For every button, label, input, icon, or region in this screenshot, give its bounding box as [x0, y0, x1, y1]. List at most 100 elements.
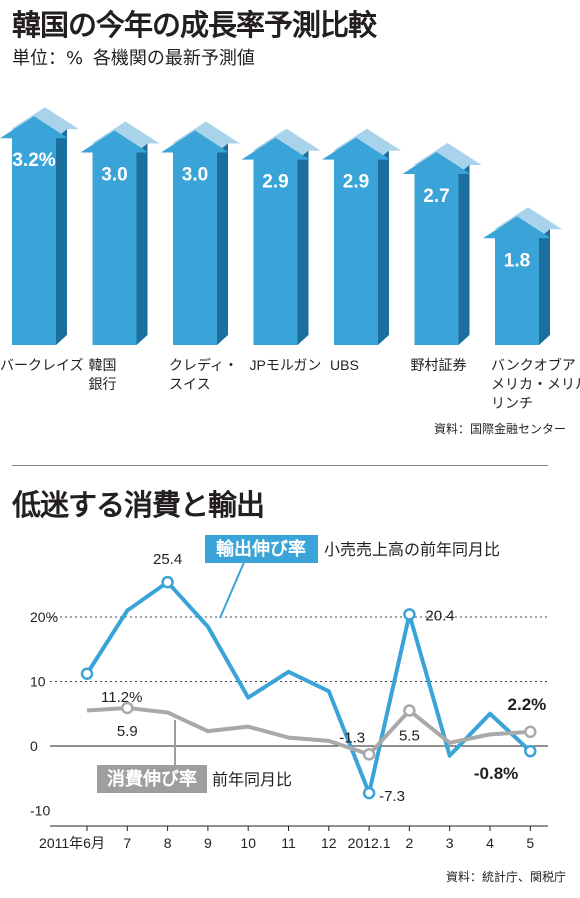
category-label-1-1: 銀行	[89, 376, 117, 392]
category-label-0-0: バークレイズ	[0, 357, 84, 373]
data-label-2: -7.3	[379, 788, 405, 805]
series-line-1	[86, 705, 531, 757]
data-label-6: -1.3	[339, 729, 365, 746]
arrow-face-2	[161, 130, 229, 345]
arrow-face-1	[80, 130, 149, 345]
arrow-side-6	[539, 229, 550, 345]
export-legend-tag-text: 輸出伸び率	[216, 538, 306, 559]
chart2-title: 低迷する消費と輸出	[12, 488, 265, 522]
arrow-side-1	[136, 143, 148, 345]
data-point-0-11	[524, 744, 537, 758]
arrow-value-label-0: 3.2%	[12, 150, 55, 171]
data-label-5: 5.9	[117, 723, 138, 740]
chart1-source: 資料：国際金融センター	[433, 422, 566, 436]
category-label-4-0: UBS	[330, 357, 359, 373]
series-line-0	[85, 580, 532, 796]
category-label-1-0: 韓国	[89, 357, 117, 373]
export-callout-line	[219, 559, 246, 619]
point-group-6: -1.3	[339, 729, 376, 761]
series-0	[85, 580, 532, 796]
consume-legend-text: 前年同月比	[212, 771, 292, 789]
point-group-4: -0.8%	[474, 744, 537, 783]
export-legend-tag	[205, 535, 318, 563]
data-point-1-1	[121, 701, 134, 715]
export-legend-text: 小売売上高の前年同月比	[324, 541, 500, 559]
category-label-6-0: バンクオブア	[491, 357, 576, 373]
x-tick-label-11: 5	[526, 835, 534, 851]
arrow-side-5	[458, 164, 470, 345]
data-label-7: 5.5	[399, 728, 420, 745]
series-1	[86, 705, 531, 757]
data-label-1: 25.4	[153, 551, 182, 568]
point-group-3: 20.4	[403, 607, 455, 624]
data-point-0-8	[403, 608, 416, 621]
arrow-face-3	[241, 137, 310, 345]
point-group-1: 25.4	[153, 551, 182, 589]
arrow-side-3	[297, 150, 309, 345]
point-group-2: -7.3	[362, 786, 405, 805]
data-label-0: 11.2%	[101, 689, 142, 706]
arrow-side-0	[56, 129, 67, 345]
y-tick-label-2: 10	[30, 674, 46, 690]
y-tick-label-0: -10	[30, 803, 50, 819]
unit-label: 単位：%	[12, 48, 84, 69]
data-point-0-2	[161, 575, 174, 589]
arrow-2: 3.0 クレディ・スイス	[161, 121, 240, 392]
category-label-6-2: リンチ	[491, 395, 533, 411]
data-point-0-0	[80, 667, 94, 681]
arrow-value-label-1: 3.0	[101, 165, 127, 186]
point-group-0: 11.2%	[80, 667, 142, 706]
consume-legend-tag	[97, 765, 207, 793]
growth-forecast-arrow-chart: 3.2%バークレイズ3.0韓国銀行3.0クレディ・スイス2.9JPモルガン2.9…	[0, 107, 580, 411]
grid: -10 0 10 20% 2011年6月 7 8 9 10 11 12 2012.1 2 3 4 5	[30, 609, 548, 851]
x-tick-label-6: 12	[321, 835, 337, 851]
category-label-2-0: クレディ・	[169, 357, 238, 373]
arrow-0: 3.2% バークレイズ	[0, 107, 84, 373]
consumption-export-line-chart: -10 0 10 20% 2011年6月 7 8 9 10 11 12 2012.1 2 3 4 5 11.2%…	[30, 535, 548, 851]
arrow-value-label-6: 1.8	[504, 250, 530, 271]
data-label-3: 20.4	[425, 607, 454, 624]
data-label-4: -0.8%	[474, 764, 518, 783]
point-group-7: 5.5	[399, 704, 420, 745]
x-tick-label-3: 9	[204, 835, 212, 851]
x-tick-label-8: 2	[406, 835, 414, 851]
x-tick-label-10: 4	[486, 835, 494, 851]
chart2-source: 資料：統計庁、関税庁	[445, 870, 566, 884]
x-tick-label-1: 7	[123, 835, 131, 851]
x-tick-label-0: 2011年6月	[39, 835, 105, 851]
arrow-value-label-5: 2.7	[423, 186, 449, 207]
arrow-side-2	[217, 143, 228, 345]
category-label-3-0: JPモルガン	[250, 357, 322, 373]
arrow-face-6	[483, 216, 551, 345]
chart1-title: 韓国の今年の成長率予測比較	[12, 8, 377, 42]
arrow-value-label-2: 3.0	[182, 165, 208, 186]
data-point-1-8	[403, 704, 416, 717]
arrow-5: 2.7 野村証券	[402, 142, 482, 373]
category-label-6-1: メリカ・メリル	[491, 376, 580, 392]
section-divider	[12, 465, 548, 466]
point-group-5: 5.9	[117, 701, 138, 740]
consume-legend-tag-text: 消費伸び率	[107, 768, 197, 789]
chart1-subtitle: 各機関の最新予測値	[92, 48, 255, 69]
arrow-face-0	[0, 116, 68, 345]
point-group-8: 2.2%	[508, 695, 546, 739]
x-tick-label-2: 8	[164, 835, 172, 851]
x-tick-label-4: 10	[240, 835, 256, 851]
data-point-1-11	[524, 725, 537, 739]
category-label-5-0: 野村証券	[411, 357, 467, 373]
arrow-face-4	[322, 137, 390, 345]
arrow-3: 2.9 JPモルガン	[241, 128, 322, 373]
data-point-1-7	[362, 748, 376, 761]
chart1-subtitle-row: 単位：% 各機関の最新予測値	[12, 44, 259, 70]
arrow-4: 2.9 UBS	[322, 128, 401, 373]
x-tick-label-7: 2012.1	[348, 835, 391, 851]
x-tick-label-9: 3	[446, 835, 454, 851]
arrow-value-label-3: 2.9	[262, 172, 288, 193]
arrow-value-label-4: 2.9	[343, 172, 369, 193]
data-point-0-7	[362, 786, 376, 800]
arrow-side-4	[378, 150, 389, 345]
category-label-2-1: スイス	[169, 376, 211, 392]
